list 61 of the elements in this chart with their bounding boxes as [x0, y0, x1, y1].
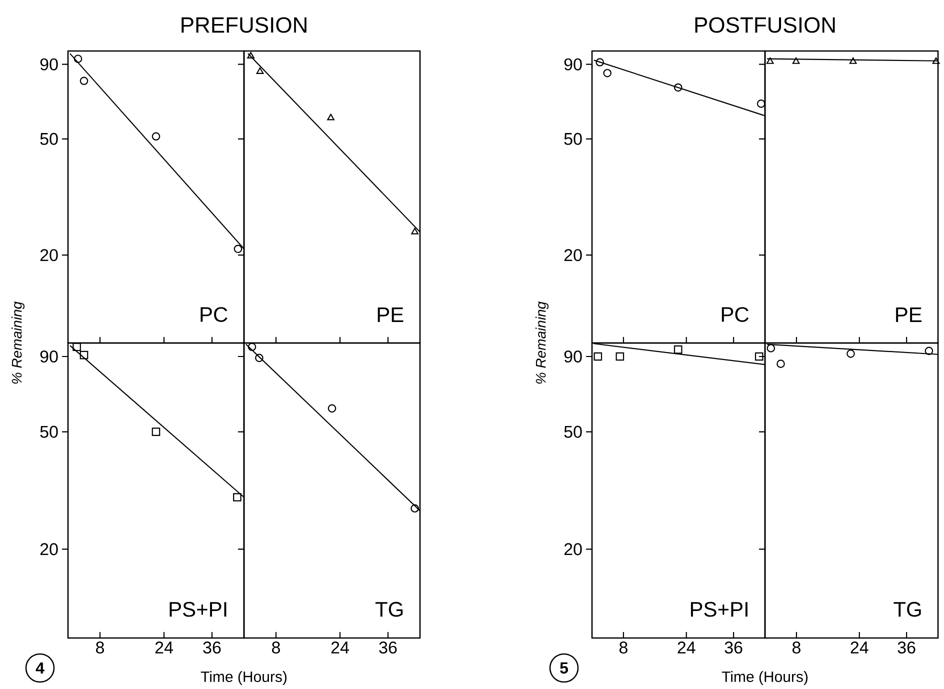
x-tick-label: 36	[724, 642, 742, 654]
y-tick-label: 20	[40, 249, 58, 262]
y-axis-title: % Remaining	[11, 302, 25, 384]
chart-title: POSTFUSION	[695, 17, 835, 33]
point	[233, 493, 242, 502]
point	[328, 404, 336, 413]
point	[80, 350, 88, 360]
point	[255, 354, 264, 362]
point	[327, 114, 334, 120]
point	[74, 54, 82, 63]
y-tick-label: 50	[564, 132, 582, 145]
y-tick-label: 90	[40, 350, 58, 363]
x-tick-label: 24	[331, 642, 349, 654]
x-tick-label: 24	[850, 642, 868, 654]
y-tick-label: 90	[564, 58, 582, 70]
annotation: PE	[896, 308, 922, 322]
chart-title: PREFUSION	[182, 17, 306, 33]
annotation: PC	[200, 307, 228, 322]
point	[846, 350, 855, 358]
point	[72, 342, 81, 352]
point	[411, 228, 418, 234]
annotation: TG	[375, 602, 403, 617]
x-tick-label: 36	[898, 642, 916, 654]
x-tick-label: 8	[272, 642, 280, 654]
x-tick-label: 8	[792, 642, 800, 654]
annotation: PC	[722, 307, 749, 322]
point	[766, 344, 776, 352]
point	[756, 100, 766, 108]
y-axis-title: % Remaining	[535, 302, 549, 384]
x-tick-label: 24	[678, 642, 696, 654]
y-tick-label: 90	[564, 350, 582, 363]
point	[603, 68, 612, 78]
point	[596, 58, 604, 66]
point	[256, 67, 264, 74]
point	[674, 83, 682, 92]
y-tick-label: 50	[40, 132, 58, 145]
y-tick-label: 50	[564, 426, 582, 438]
annotation: PS+PI	[690, 602, 748, 617]
x-tick-label: 8	[619, 642, 628, 654]
text: 4	[36, 662, 44, 674]
annotation: PS+PI	[170, 602, 226, 617]
point	[152, 132, 160, 141]
point	[776, 360, 785, 368]
x-tick-label: 36	[203, 642, 221, 654]
annotation: PE	[378, 308, 404, 322]
point	[152, 428, 160, 436]
y-tick-label: 20	[40, 543, 58, 556]
point	[924, 346, 934, 356]
x-tick-label: 36	[379, 642, 397, 654]
y-tick-label: 50	[40, 426, 58, 438]
y-tick-label: 20	[564, 543, 582, 556]
x-tick-label: 8	[96, 642, 104, 654]
x-axis-title: Time (Hours)	[722, 671, 808, 685]
x-tick-label: 24	[155, 642, 173, 654]
annotation: TG	[894, 602, 921, 617]
point	[80, 76, 88, 86]
text: 5	[560, 662, 568, 674]
y-tick-label: 20	[564, 249, 582, 262]
x-axis-title: Time (Hours)	[200, 671, 287, 685]
y-tick-label: 90	[40, 58, 58, 70]
point	[248, 342, 256, 352]
